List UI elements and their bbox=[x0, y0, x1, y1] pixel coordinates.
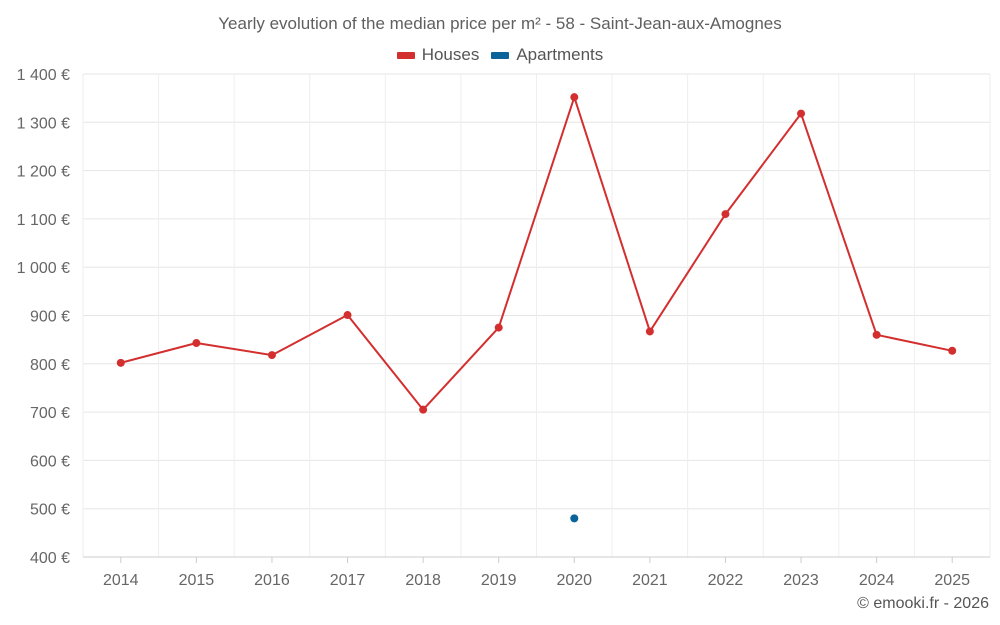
legend: Houses Apartments bbox=[0, 45, 1000, 65]
y-tick-label: 700 € bbox=[30, 405, 70, 422]
data-point-houses bbox=[797, 109, 806, 118]
x-tick-label: 2023 bbox=[783, 572, 819, 589]
legend-label-apartments: Apartments bbox=[516, 45, 604, 64]
data-point-houses bbox=[645, 327, 654, 336]
x-tick-label: 2025 bbox=[934, 572, 970, 589]
x-tick-label: 2017 bbox=[330, 572, 366, 589]
data-point-apartments bbox=[570, 514, 579, 523]
legend-swatch-houses bbox=[396, 51, 415, 59]
x-tick-label: 2018 bbox=[405, 572, 441, 589]
y-tick-label: 600 € bbox=[30, 453, 70, 470]
data-point-houses bbox=[343, 311, 352, 320]
x-tick-label: 2014 bbox=[103, 572, 139, 589]
chart-title: Yearly evolution of the median price per… bbox=[218, 14, 782, 33]
legend-item-houses[interactable]: Houses bbox=[396, 45, 480, 65]
data-point-houses bbox=[570, 93, 579, 102]
x-tick-label: 2015 bbox=[179, 572, 215, 589]
y-tick-label: 500 € bbox=[30, 502, 70, 519]
x-tick-label: 2020 bbox=[556, 572, 592, 589]
data-point-houses bbox=[116, 358, 125, 367]
y-tick-label: 800 € bbox=[30, 357, 70, 374]
x-tick-label: 2019 bbox=[481, 572, 517, 589]
x-tick-label: 2024 bbox=[859, 572, 895, 589]
data-point-houses bbox=[267, 351, 276, 360]
y-tick-label: 1 200 € bbox=[17, 164, 70, 181]
data-point-houses bbox=[419, 405, 428, 414]
data-point-houses bbox=[948, 346, 957, 355]
series-line-houses bbox=[120, 96, 953, 411]
data-point-houses bbox=[192, 339, 201, 348]
y-tick-label: 900 € bbox=[30, 309, 70, 326]
y-tick-label: 1 300 € bbox=[17, 115, 70, 132]
data-point-houses bbox=[721, 210, 730, 219]
legend-swatch-apartments bbox=[491, 51, 510, 59]
legend-label-houses: Houses bbox=[421, 45, 480, 64]
data-point-houses bbox=[494, 323, 503, 332]
x-tick-label: 2021 bbox=[632, 572, 668, 589]
y-tick-label: 1 000 € bbox=[17, 260, 70, 277]
x-tick-label: 2022 bbox=[708, 572, 744, 589]
y-tick-label: 1 400 € bbox=[17, 67, 70, 84]
legend-item-apartments[interactable]: Apartments bbox=[491, 45, 603, 65]
y-tick-label: 400 € bbox=[30, 550, 70, 567]
data-point-houses bbox=[872, 330, 881, 339]
credit-text: © emooki.fr - 2026 bbox=[857, 595, 989, 612]
y-tick-label: 1 100 € bbox=[17, 212, 70, 229]
x-tick-label: 2016 bbox=[254, 572, 290, 589]
